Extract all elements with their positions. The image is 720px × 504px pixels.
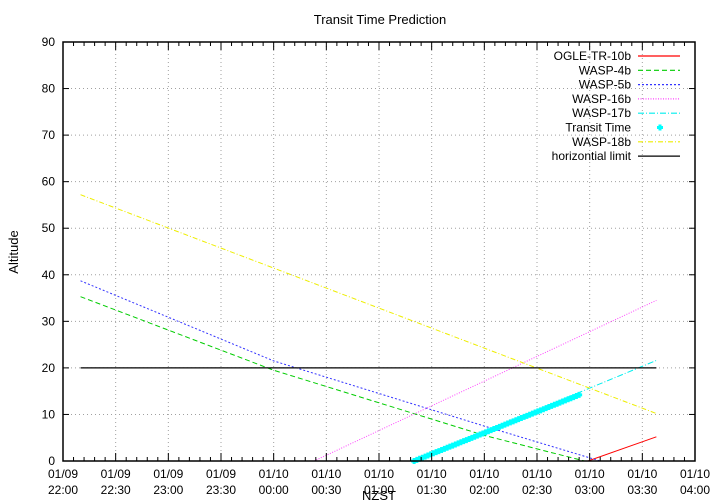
series-line bbox=[80, 194, 657, 414]
y-tick-label: 70 bbox=[42, 128, 56, 142]
series-line bbox=[80, 296, 585, 462]
x-tick-label-time: 23:30 bbox=[206, 483, 236, 497]
legend-transit-icon bbox=[657, 124, 663, 131]
x-tick-label-time: 01:30 bbox=[417, 483, 447, 497]
x-tick-label-date: 01/10 bbox=[259, 467, 289, 481]
y-tick-label: 60 bbox=[42, 175, 56, 189]
x-tick-label-date: 01/09 bbox=[206, 467, 236, 481]
transit-point-icon bbox=[576, 391, 583, 398]
x-tick-label-date: 01/10 bbox=[417, 467, 447, 481]
legend-label: OGLE-TR-10b bbox=[554, 49, 632, 63]
series-line bbox=[313, 299, 657, 462]
x-tick-label-date: 01/09 bbox=[48, 467, 78, 481]
y-tick-label: 10 bbox=[42, 407, 56, 421]
legend-label: WASP-18b bbox=[572, 135, 631, 149]
y-tick-label: 30 bbox=[42, 314, 56, 328]
x-tick-label-time: 03:30 bbox=[627, 483, 657, 497]
x-tick-label-date: 01/09 bbox=[101, 467, 131, 481]
y-tick-label: 40 bbox=[42, 268, 56, 282]
legend: OGLE-TR-10bWASP-4bWASP-5bWASP-16bWASP-17… bbox=[552, 49, 680, 163]
x-tick-label-time: 00:30 bbox=[311, 483, 341, 497]
y-tick-label: 80 bbox=[42, 82, 56, 96]
x-tick-label-time: 22:30 bbox=[101, 483, 131, 497]
x-tick-label-date: 01/10 bbox=[311, 467, 341, 481]
x-tick-label-time: 23:00 bbox=[153, 483, 183, 497]
series-line bbox=[80, 280, 601, 462]
x-tick-label-date: 01/10 bbox=[469, 467, 499, 481]
y-axis-label: Altitude bbox=[6, 230, 21, 273]
x-tick-label-time: 22:00 bbox=[48, 483, 78, 497]
legend-label: WASP-5b bbox=[579, 78, 632, 92]
x-tick-label-date: 01/10 bbox=[522, 467, 552, 481]
x-tick-label-time: 03:00 bbox=[575, 483, 605, 497]
legend-label: WASP-4b bbox=[579, 63, 632, 77]
x-tick-label-time: 01:00 bbox=[364, 483, 394, 497]
series-line bbox=[587, 436, 657, 462]
y-tick-label: 90 bbox=[42, 35, 56, 49]
y-tick-label: 20 bbox=[42, 361, 56, 375]
legend-label: Transit Time bbox=[565, 121, 631, 135]
x-tick-label-date: 01/10 bbox=[627, 467, 657, 481]
axes: 0 10 20 30 40 50 60 70 80 90 01/09 22:00 01/09 22:30 0… bbox=[42, 35, 711, 497]
x-tick-label-date: 01/10 bbox=[575, 467, 605, 481]
series-lines bbox=[80, 194, 657, 464]
x-tick-label-time: 02:00 bbox=[469, 483, 499, 497]
y-tick-label: 0 bbox=[48, 454, 55, 468]
chart-title: Transit Time Prediction bbox=[314, 12, 446, 27]
x-axis-label: NZST bbox=[362, 488, 396, 503]
x-tick-label-time: 04:00 bbox=[680, 483, 710, 497]
x-tick-label-time: 02:30 bbox=[522, 483, 552, 497]
legend-label: horizontial limit bbox=[552, 149, 632, 163]
legend-label: WASP-16b bbox=[572, 92, 631, 106]
x-tick-label-time: 00:00 bbox=[259, 483, 289, 497]
y-tick-label: 50 bbox=[42, 221, 56, 235]
x-tick-label-date: 01/10 bbox=[364, 467, 394, 481]
x-tick-label-date: 01/10 bbox=[680, 467, 710, 481]
legend-label: WASP-17b bbox=[572, 106, 631, 120]
x-tick-label-date: 01/09 bbox=[153, 467, 183, 481]
